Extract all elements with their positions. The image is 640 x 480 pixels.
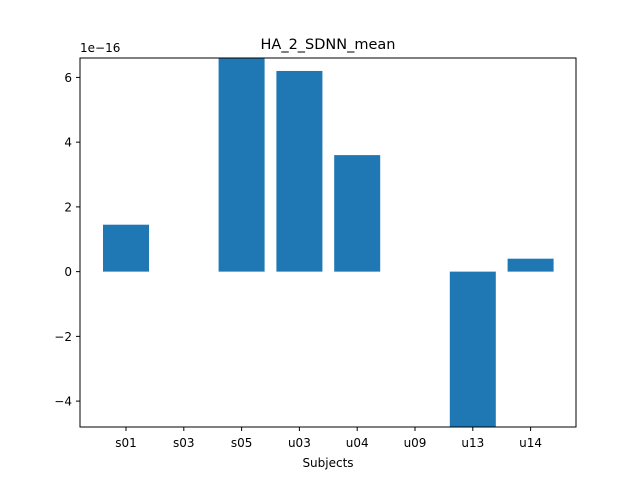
- x-tick-label: s05: [231, 436, 253, 450]
- bar-u13: [449, 271, 496, 427]
- plot-area-frame: [79, 57, 577, 428]
- x-tick-label: u03: [288, 436, 311, 450]
- x-axis-label: Subjects: [302, 456, 353, 470]
- y-tick-label: 6: [64, 71, 72, 85]
- x-tick-label: u13: [461, 436, 484, 450]
- x-tick-label: s01: [115, 436, 137, 450]
- x-tick-label: u09: [404, 436, 427, 450]
- y-tick-label: −2: [54, 330, 72, 344]
- y-tick-label: 0: [64, 265, 72, 279]
- x-tick-label: u14: [519, 436, 542, 450]
- chart-title: HA_2_SDNN_mean: [261, 37, 396, 53]
- x-axis-ticks: s01 s03 s05 u03 u04 u09 u13 u14: [115, 427, 542, 450]
- x-tick-label: s03: [173, 436, 195, 450]
- y-tick-label: −4: [54, 395, 72, 409]
- x-tick-label: u04: [346, 436, 369, 450]
- bar-u03: [276, 70, 323, 272]
- bar-u14: [507, 258, 554, 272]
- bars-group: [103, 58, 554, 427]
- y-tick-label: 2: [64, 200, 72, 214]
- y-tick-label: 4: [64, 136, 72, 150]
- bar-s05: [218, 58, 265, 272]
- y-axis-ticks: −4 −2 0 2 4 6: [54, 71, 80, 409]
- bar-u04: [334, 155, 381, 272]
- y-offset-label: 1e−16: [80, 41, 120, 55]
- bar-s01: [103, 224, 149, 272]
